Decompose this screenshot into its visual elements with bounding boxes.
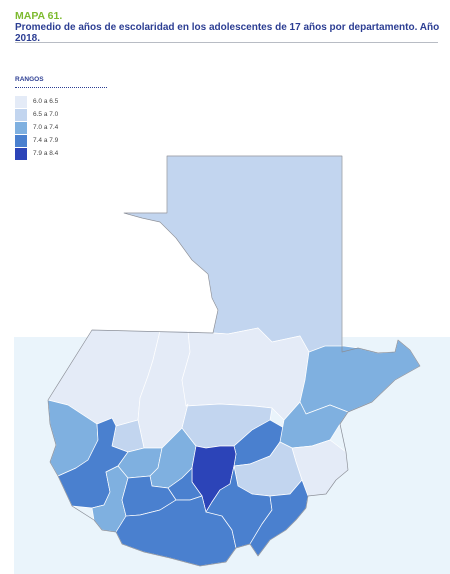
- legend-label: 7.9 a 8.4: [33, 150, 59, 157]
- legend-label: 7.4 a 7.9: [33, 137, 59, 144]
- legend-swatch: [15, 135, 27, 147]
- legend-swatch: [15, 96, 27, 108]
- legend-swatch: [15, 148, 27, 160]
- legend-divider: [15, 87, 107, 88]
- legend-swatch: [15, 122, 27, 134]
- map-title: Promedio de años de escolaridad en los a…: [15, 22, 440, 44]
- region-peten[interactable]: [123, 155, 343, 353]
- legend-label: 7.0 a 7.4: [33, 124, 59, 131]
- title-divider: [15, 42, 438, 43]
- legend-label: 6.5 a 7.0: [33, 111, 59, 118]
- legend-label: 6.0 a 6.5: [33, 98, 59, 105]
- legend-title: RANGOS: [15, 76, 44, 83]
- country-outline: [47, 155, 421, 567]
- map-label: MAPA 61.: [15, 10, 63, 22]
- legend-swatch: [15, 109, 27, 121]
